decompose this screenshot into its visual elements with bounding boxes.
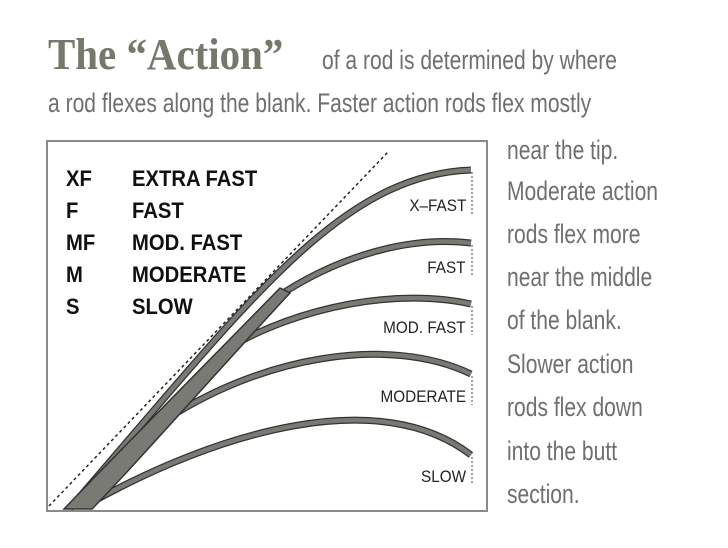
rod-butt-section — [62, 287, 292, 510]
legend-name: EXTRA FAST — [132, 166, 258, 191]
side-text-line: rods flex down — [507, 392, 643, 422]
side-text-line: near the middle — [507, 262, 653, 292]
legend-abbr: M — [66, 262, 83, 287]
curve-label-moderate: MODERATE — [380, 387, 466, 406]
side-text-line: into the butt — [507, 436, 618, 466]
curve-label-fast: FAST — [427, 258, 466, 277]
curve-label-x-fast: X–FAST — [409, 196, 466, 215]
side-text-line: of the blank. — [507, 305, 622, 335]
legend-name: FAST — [132, 198, 184, 223]
title: The “Action” — [48, 30, 284, 79]
curve-label-mod-fast: MOD. FAST — [383, 318, 466, 337]
legend-abbr: MF — [66, 230, 96, 255]
legend-name: MODERATE — [132, 262, 247, 287]
straight-rod-reference-line — [48, 151, 389, 507]
legend-abbr: XF — [66, 166, 92, 191]
legend-name: MOD. FAST — [132, 230, 243, 255]
mod-fast-curve — [223, 295, 472, 352]
moderate-curve — [156, 352, 472, 427]
legend-name: SLOW — [132, 294, 193, 319]
side-text-line: near the tip. — [507, 135, 619, 165]
side-text-line: Moderate action — [507, 176, 659, 206]
curve-label-slow: SLOW — [420, 467, 466, 486]
x-fast-curve — [68, 167, 472, 510]
side-text-line: Slower action — [507, 349, 634, 379]
side-text-line: rods flex more — [507, 219, 641, 249]
fast-curve — [275, 239, 472, 299]
legend-abbr: F — [66, 198, 79, 223]
slow-curve — [83, 417, 473, 508]
intro-line-1: of a rod is determined by where — [322, 45, 617, 75]
legend-abbr: S — [66, 294, 80, 319]
side-text-line: section. — [507, 479, 580, 509]
intro-line-2: a rod flexes along the blank. Faster act… — [48, 88, 592, 118]
diagram-frame — [46, 140, 488, 512]
